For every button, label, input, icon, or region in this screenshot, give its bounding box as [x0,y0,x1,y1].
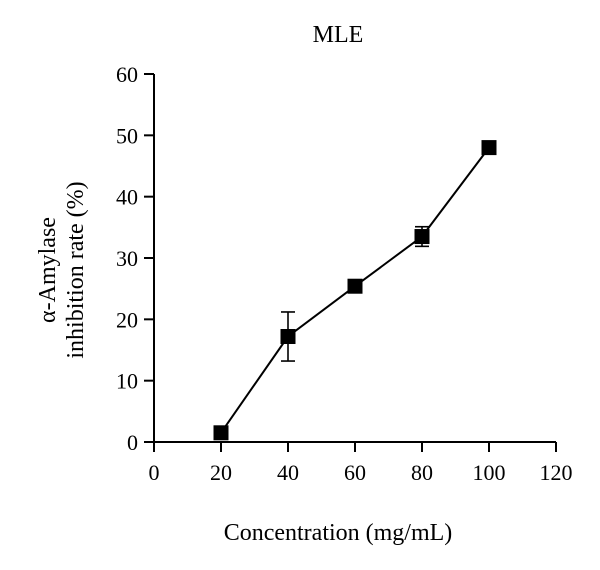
chart-title: MLE [313,22,364,48]
x-tick-label-3: 60 [344,460,366,485]
y-tick-label-1: 10 [116,369,138,394]
y-tick-label-2: 20 [116,307,138,332]
x-tick-label-4: 80 [411,460,433,485]
y-axis-label-line-2: inhibition rate (%) [63,181,89,358]
x-tick-label-5: 100 [473,460,506,485]
data-point-3 [414,229,430,245]
data-point-2 [347,278,363,294]
y-axis-label-line-1: α-Amylase [35,217,61,323]
y-tick-label-5: 50 [116,123,138,148]
data-point-0 [213,425,229,441]
data-point-1 [280,329,296,345]
data-point-4 [481,140,497,156]
x-ticks: 0 20 40 60 80 100 120 [149,442,573,485]
x-tick-label-2: 40 [277,460,299,485]
y-tick-label-3: 30 [116,246,138,271]
y-tick-label-6: 60 [116,62,138,87]
x-tick-label-6: 120 [540,460,573,485]
plot-area [213,140,497,441]
y-ticks: 0 10 20 30 40 50 60 [116,62,154,455]
y-tick-label-0: 0 [127,430,138,455]
x-axis-label: Concentration (mg/mL) [224,520,453,546]
x-tick-label-0: 0 [149,460,160,485]
x-tick-label-1: 20 [210,460,232,485]
y-axis-label: α-Amylase inhibition rate (%) [35,181,89,358]
y-tick-label-4: 40 [116,185,138,210]
